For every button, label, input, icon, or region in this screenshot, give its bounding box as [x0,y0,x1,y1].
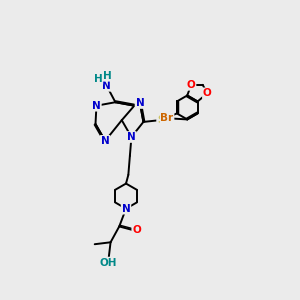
Text: H: H [103,71,112,81]
Text: N: N [102,81,111,91]
Text: N: N [122,204,130,214]
Text: H: H [94,74,102,84]
Text: S: S [157,115,165,125]
Text: N: N [127,132,136,142]
Text: O: O [132,225,141,235]
Text: N: N [92,101,101,111]
Text: O: O [203,88,212,98]
Text: OH: OH [100,258,117,268]
Text: Br: Br [160,113,173,123]
Text: N: N [101,136,110,146]
Text: O: O [187,80,196,90]
Text: N: N [136,98,144,108]
